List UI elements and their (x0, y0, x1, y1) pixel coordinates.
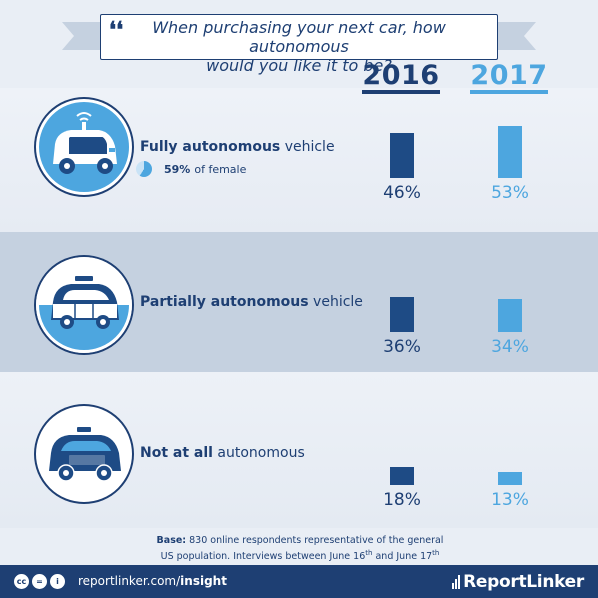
ribbon-notch-right (524, 22, 536, 50)
data-label-not-at-all-2016: 18% (383, 490, 421, 510)
bar-not-at-all-2016 (390, 467, 414, 485)
footer-url-plain: reportlinker.com/ (78, 574, 181, 588)
category-label-not-at-all-rest: autonomous (212, 445, 305, 461)
category-label-partially-rest: vehicle (308, 294, 363, 310)
category-label-partially: Partially autonomous vehicle (140, 294, 363, 310)
footnote-line-2a: US population. Interviews between June 1… (160, 551, 366, 563)
question-title-line-1: When purchasing your next car, how auton… (152, 18, 446, 56)
data-label-not-at-all-2017: 13% (491, 490, 529, 510)
footnote-sup-2: th (432, 549, 440, 557)
pie-chart-icon (136, 161, 152, 177)
footnote-base-label: Base: (156, 535, 187, 546)
year-header-2016: 2016 (362, 62, 440, 94)
footer-link[interactable]: reportlinker.com/insight (78, 574, 227, 588)
category-label-fully: Fully autonomous vehicle (140, 139, 335, 155)
category-label-fully-rest: vehicle (280, 139, 335, 155)
footnote-sup-1: th (365, 549, 373, 557)
attribution-icon: i (50, 574, 65, 589)
bar-partially-2016 (390, 297, 414, 332)
question-title-line-2: would you like it to be? (206, 56, 392, 75)
category-label-not-at-all: Not at all autonomous (140, 445, 305, 461)
data-label-partially-2016: 36% (383, 337, 421, 357)
question-title-box: ❛❛ When purchasing your next car, how au… (100, 14, 498, 75)
reportlinker-bars-icon (452, 575, 461, 589)
footnote-line-1: 830 online respondents representative of… (186, 535, 444, 546)
bar-partially-2017 (498, 299, 522, 332)
autonomous-car-icon (36, 99, 132, 195)
footer-bar: cc = i reportlinker.com/insight ReportLi… (0, 565, 598, 598)
ribbon-notch-left (62, 22, 74, 50)
bar-not-at-all-2017 (498, 472, 522, 485)
footer-url-bold: insight (180, 574, 227, 588)
reportlinker-logo: ReportLinker (452, 572, 584, 592)
data-label-partially-2017: 34% (491, 337, 529, 357)
footnote-line-2b: and June 17 (372, 551, 433, 563)
manual-car-icon (36, 406, 132, 502)
year-header-2017: 2017 (470, 62, 548, 94)
bar-fully-2017 (498, 126, 522, 178)
data-label-fully-2017: 53% (491, 183, 529, 203)
creative-commons-icons: cc = i (14, 574, 65, 589)
methodology-footnote: Base: 830 online respondents representat… (120, 535, 480, 563)
cc-icon: cc (14, 574, 29, 589)
category-label-partially-bold: Partially autonomous (140, 294, 309, 310)
bar-fully-2016 (390, 133, 414, 178)
category-label-fully-bold: Fully autonomous (140, 139, 281, 155)
no-derivatives-icon: = (32, 574, 47, 589)
female-share-value: 59% (164, 162, 191, 176)
category-label-not-at-all-bold: Not at all (140, 445, 213, 461)
quote-icon: ❛❛ (109, 17, 124, 43)
brand-name: ReportLinker (463, 572, 584, 592)
female-share-text: of female (194, 162, 247, 176)
female-share-note: 59% of female (136, 160, 246, 178)
semi-autonomous-car-icon (36, 257, 132, 353)
data-label-fully-2016: 46% (383, 183, 421, 203)
